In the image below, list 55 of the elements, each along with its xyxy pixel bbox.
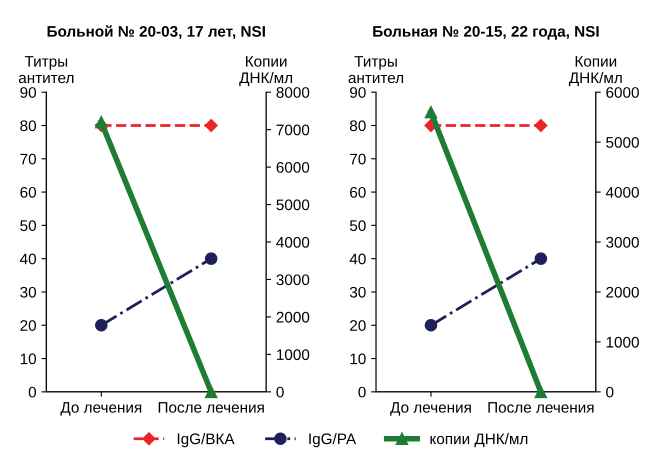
y-tick-label: 90 [20,87,36,98]
y-tick-label: 80 [350,120,366,132]
y-tick-label: 0 [358,386,366,398]
y-axis-title: Титры антител [18,56,74,84]
y-tick-label: 70 [20,154,36,164]
y-tick-label: 30 [350,286,366,298]
y2-tick-label: 2000 [606,286,639,298]
point [204,118,218,132]
y2-tick-label: 7000 [276,124,310,136]
legend-label: IgG/ВКА [178,433,235,448]
y2-tick-label: 0 [606,386,614,398]
x-tick-label: До лечения [390,402,471,416]
y2-axis-title: Копии ДНК/мл [239,56,292,86]
y2-tick-label: 2000 [276,312,310,323]
y-tick-label: 40 [20,254,36,264]
y2-axis-title: Копии ДНК/мл [568,56,622,86]
y-tick-label: 20 [350,320,366,331]
y2-tick-label: 3000 [606,236,639,248]
y2-tick-label: 1000 [277,349,310,360]
y2-tick-label: 6000 [606,87,639,98]
y-tick-label: 0 [28,386,36,398]
point [534,118,548,132]
y-tick-label: 30 [20,286,36,298]
y-tick-label: 10 [20,353,36,364]
y-tick-label: 50 [20,220,36,232]
y2-tick-label: 5000 [606,137,639,148]
y-tick-label: 60 [350,186,366,198]
point [534,252,548,265]
chart-title: Больная № 20-15, 22 года, NSI [373,26,599,40]
point [95,319,108,332]
y-axis-title: Титры антител [348,56,404,84]
legend-label: копии ДНК/мл [430,433,528,448]
y-tick-label: 50 [350,220,366,232]
y2-tick-label: 5000 [276,199,310,210]
x-tick-label: После лечения [488,402,594,413]
y-tick-label: 10 [350,353,366,364]
y2-tick-label: 0 [276,386,284,398]
y2-tick-label: 6000 [276,162,310,173]
point [204,252,218,265]
legend-label: IgG/РА [309,433,356,448]
y-tick-label: 20 [20,320,36,331]
y2-tick-label: 3000 [276,274,310,286]
y2-tick-label: 4000 [606,186,639,198]
y-tick-label: 60 [20,186,36,198]
y-tick-label: 40 [350,254,366,264]
y-tick-label: 70 [350,154,366,164]
y2-tick-label: 4000 [276,236,310,248]
y-tick-label: 90 [350,87,366,98]
y2-tick-label: 8000 [276,87,310,98]
chart-title: Больной № 20-03, 17 лет, NSI [48,25,265,40]
x-tick-label: После лечения [158,402,264,413]
x-tick-label: До лечения [60,402,142,416]
y-tick-label: 80 [20,120,36,132]
y2-tick-label: 1000 [606,336,639,348]
point [424,319,438,332]
